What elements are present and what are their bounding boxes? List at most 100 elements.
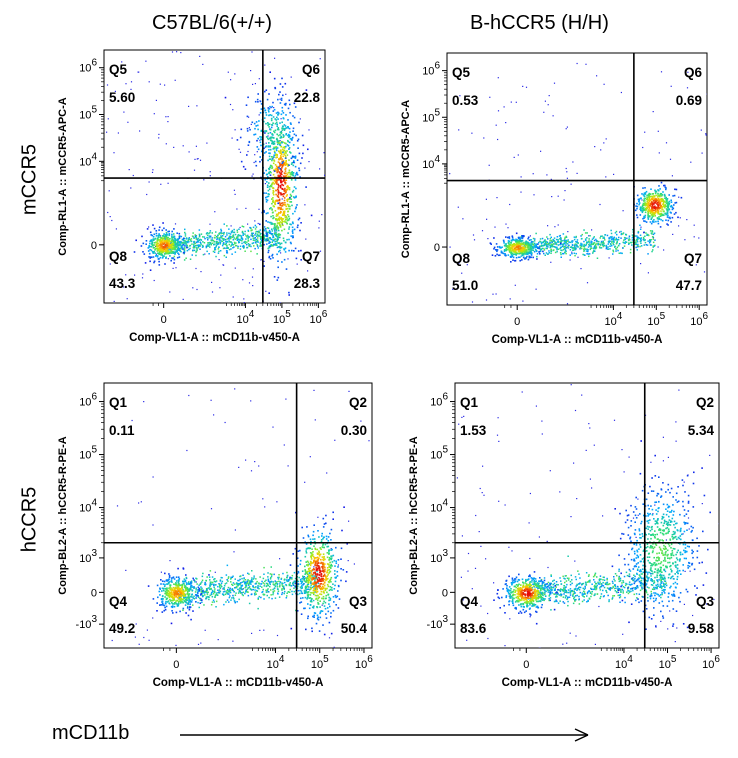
event-dot [259, 112, 262, 114]
event-dot [241, 588, 243, 591]
event-dot [244, 586, 246, 589]
event-dot [638, 237, 641, 239]
event-dot [226, 592, 229, 594]
event-dot [640, 239, 642, 242]
event-dot [174, 244, 176, 246]
event-dot [278, 198, 281, 201]
event-dot [508, 237, 511, 240]
event-dot [183, 249, 186, 251]
event-dot [620, 252, 622, 254]
event-dot [297, 593, 299, 596]
event-dot [269, 585, 271, 588]
event-dot [638, 199, 640, 201]
event-dot [594, 146, 596, 148]
event-dot [276, 116, 278, 119]
event-dot [568, 244, 570, 247]
event-dot [666, 198, 669, 200]
event-dot [640, 209, 642, 212]
event-dot [173, 228, 175, 230]
event-dot [650, 222, 653, 225]
event-dot [246, 588, 249, 591]
event-dot [263, 583, 266, 585]
event-dot [646, 200, 648, 203]
event-dot [277, 166, 279, 169]
event-dot [663, 201, 665, 204]
event-dot [573, 252, 576, 254]
event-dot [176, 239, 179, 241]
event-dot [187, 592, 189, 595]
event-dot [148, 181, 150, 183]
event-dot [205, 596, 208, 599]
event-dot [279, 184, 282, 187]
event-dot [275, 153, 277, 156]
event-dot [236, 231, 239, 233]
event-dot [203, 590, 205, 593]
x-tick-label: 106 [309, 309, 327, 326]
event-dot [165, 244, 168, 247]
event-dot [611, 240, 613, 243]
event-dot [665, 188, 667, 191]
event-dot [544, 243, 546, 246]
event-dot [658, 204, 661, 206]
event-dot [123, 111, 125, 113]
event-dot [645, 232, 647, 234]
event-dot [282, 150, 285, 152]
event-dot [290, 242, 292, 245]
event-dot [530, 241, 532, 244]
event-dot [660, 206, 662, 208]
event-dot [166, 601, 169, 603]
event-dot [279, 83, 282, 85]
event-dot [285, 221, 287, 224]
event-dot [206, 589, 208, 591]
event-dot [673, 213, 676, 215]
event-dot [269, 139, 272, 142]
event-dot [649, 209, 652, 211]
event-dot [277, 189, 280, 192]
event-dot [643, 200, 645, 202]
event-dot [278, 596, 281, 598]
event-dot [227, 593, 229, 595]
event-dot [264, 234, 266, 237]
event-dot [254, 237, 256, 239]
event-dot [259, 244, 262, 246]
event-dot [536, 246, 539, 248]
event-dot [234, 267, 236, 269]
event-dot [274, 154, 277, 157]
event-dot [628, 239, 630, 242]
event-dot [152, 224, 154, 226]
event-dot [145, 243, 147, 245]
event-dot [251, 175, 253, 177]
event-dot [267, 195, 270, 198]
event-dot [648, 196, 651, 198]
event-dot [606, 234, 609, 237]
event-dot [281, 158, 283, 160]
event-dot [286, 188, 288, 191]
event-dot [211, 239, 213, 242]
event-dot [661, 208, 663, 210]
event-dot [181, 599, 184, 601]
event-dot [254, 589, 256, 591]
event-dot [210, 604, 213, 606]
event-dot [535, 232, 537, 235]
event-dot [547, 104, 549, 106]
event-dot [496, 253, 498, 256]
event-dot [178, 597, 181, 599]
event-dot [279, 140, 281, 142]
event-dot [562, 233, 565, 235]
event-dot [253, 161, 255, 164]
event-dot [244, 250, 246, 252]
event-dot [276, 123, 278, 126]
event-dot [272, 235, 274, 237]
event-dot [174, 238, 177, 240]
event-dot [164, 240, 167, 242]
event-dot [512, 250, 515, 252]
event-dot [289, 151, 291, 153]
event-dot [559, 252, 562, 254]
event-dot [279, 168, 282, 170]
event-dot [188, 241, 190, 243]
event-dot [262, 577, 265, 580]
event-dot [278, 216, 281, 218]
event-dot [261, 159, 263, 161]
event-dot [155, 235, 158, 237]
event-dot [626, 237, 628, 240]
